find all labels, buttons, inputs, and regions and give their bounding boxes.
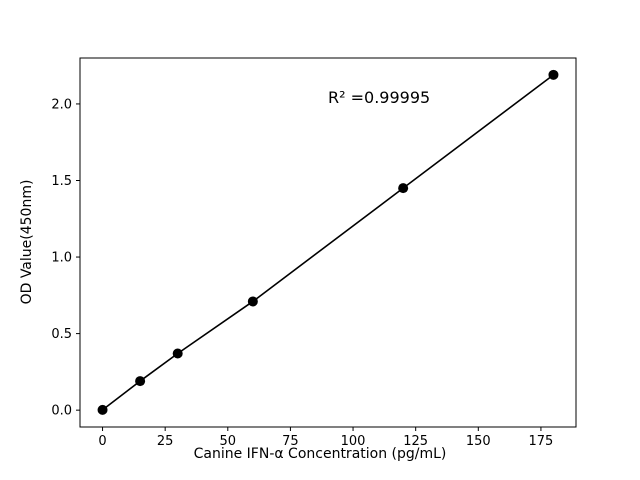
x-tick-label: 150 [466, 434, 491, 449]
regression-line [102, 74, 554, 411]
x-tick-label: 75 [282, 434, 299, 449]
data-point-marker [548, 69, 559, 80]
data-point-marker [247, 296, 258, 307]
y-tick-label: 0.5 [51, 327, 72, 342]
x-tick-label: 50 [220, 434, 237, 449]
x-tick-label: 125 [403, 434, 428, 449]
y-tick-label: 2.0 [51, 97, 72, 112]
data-point-marker [172, 348, 183, 359]
x-tick-label: 100 [341, 434, 366, 449]
y-tick-label: 1.5 [51, 174, 72, 189]
y-axis-label: OD Value(450nm) [19, 179, 35, 305]
y-tick-label: 1.0 [51, 251, 72, 266]
data-point-marker [97, 404, 108, 415]
r-squared-annotation: R² =0.99995 [328, 88, 431, 107]
y-tick-label: 0.0 [51, 404, 72, 419]
data-point-marker [398, 183, 409, 194]
x-tick-label: 25 [157, 434, 174, 449]
x-axis-label: Canine IFN-α Concentration (pg/mL) [193, 446, 447, 462]
axes-frame [79, 57, 577, 428]
x-tick-label: 175 [529, 434, 554, 449]
x-tick-label: 0 [98, 434, 106, 449]
data-point-marker [135, 376, 146, 387]
